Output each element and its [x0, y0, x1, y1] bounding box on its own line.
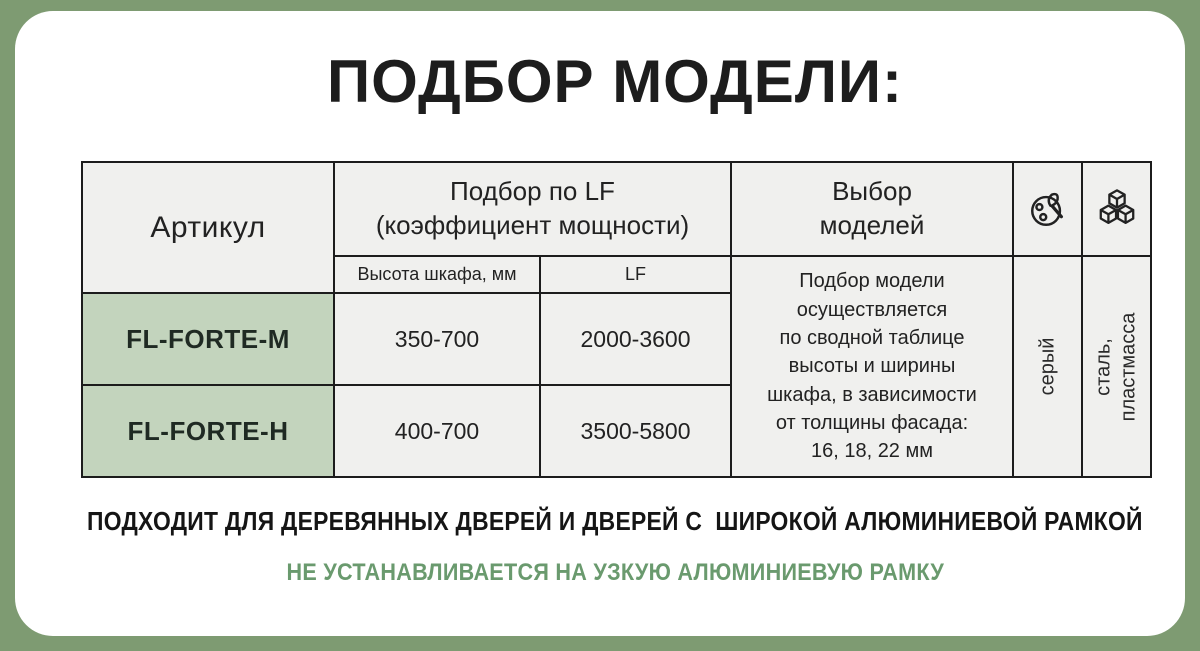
page-title: ПОДБОР МОДЕЛИ:: [326, 48, 904, 115]
lf-range: 2000-3600: [580, 325, 691, 352]
article-code: FL-FORTE-H: [127, 415, 289, 446]
model-selection-note-cell: Подбор модели осуществляется по сводной …: [731, 256, 1013, 477]
palette-icon: [1027, 188, 1069, 230]
warning-note-line: НЕ УСТАНАВЛИВАЕТСЯ НА УЗКУЮ АЛЮМИНИЕВУЮ …: [15, 559, 1200, 587]
header-color-column: [1013, 162, 1082, 256]
subheader-cabinet-height: Высота шкафа, мм: [334, 256, 540, 293]
suitable-note-text: ПОДХОДИТ ДЛЯ ДЕРЕВЯННЫХ ДВЕРЕЙ И ДВЕРЕЙ …: [87, 506, 1143, 536]
lf-range: 3500-5800: [580, 417, 691, 444]
subheader-lf: LF: [540, 256, 731, 293]
table-row-article-fl-forte-h: FL-FORTE-H: [82, 385, 334, 477]
suitable-note-line: ПОДХОДИТ ДЛЯ ДЕРЕВЯННЫХ ДВЕРЕЙ И ДВЕРЕЙ …: [15, 506, 1200, 537]
header-material-column: [1082, 162, 1151, 256]
header-podbor-lf-label: Подбор по LF (коэффициент мощности): [375, 176, 690, 240]
model-selection-note: Подбор модели осуществляется по сводной …: [767, 270, 977, 463]
subheader-cabinet-height-label: Высота шкафа, мм: [357, 264, 517, 284]
header-vybor-modeley: Выбор моделей: [731, 162, 1013, 256]
height-range: 350-700: [394, 325, 480, 352]
subheader-lf-label: LF: [624, 264, 646, 284]
content-card: ПОДБОР МОДЕЛИ: Артикул Подбор по LF (коэ…: [15, 11, 1185, 636]
material-value-cell: сталь, пластмасса: [1082, 256, 1151, 477]
color-value-cell: серый: [1013, 256, 1082, 477]
table-cell-lf-fl-forte-h: 3500-5800: [540, 385, 731, 477]
header-artikul-label: Артикул: [150, 210, 266, 244]
table-row-article-fl-forte-m: FL-FORTE-M: [82, 293, 334, 385]
header-vybor-modeley-label: Выбор моделей: [819, 176, 925, 240]
article-code: FL-FORTE-M: [126, 323, 290, 354]
table-cell-lf-fl-forte-m: 2000-3600: [540, 293, 731, 385]
table-cell-height-fl-forte-m: 350-700: [334, 293, 540, 385]
height-range: 400-700: [394, 417, 480, 444]
cubes-icon: [1096, 188, 1138, 230]
model-selection-table: Артикул Подбор по LF (коэффициент мощнос…: [81, 161, 1152, 478]
warning-note-text: НЕ УСТАНАВЛИВАЕТСЯ НА УЗКУЮ АЛЮМИНИЕВУЮ …: [286, 559, 944, 586]
color-value-label: серый: [1035, 337, 1058, 396]
material-value-label: сталь, пластмасса: [1092, 312, 1140, 421]
header-artikul: Артикул: [82, 162, 334, 293]
header-podbor-lf: Подбор по LF (коэффициент мощности): [334, 162, 731, 256]
table-cell-height-fl-forte-h: 400-700: [334, 385, 540, 477]
